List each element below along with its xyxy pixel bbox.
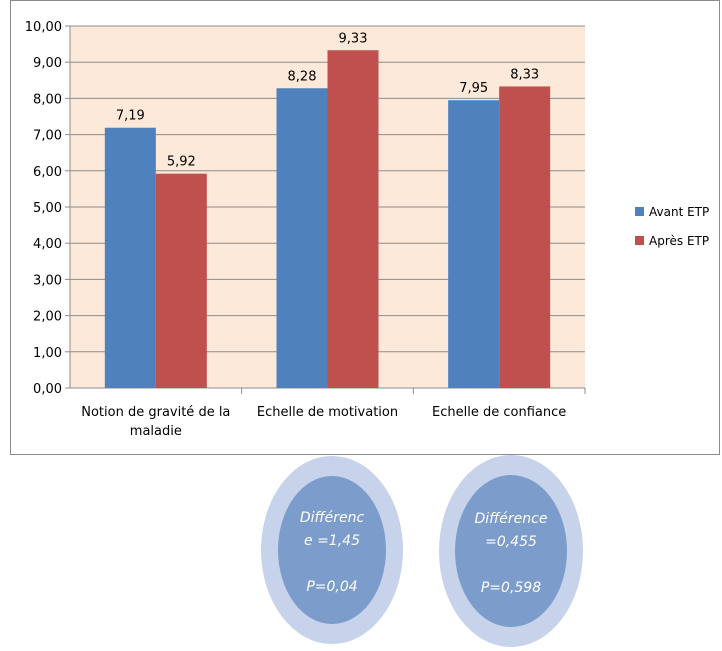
bubble-text: Différenc (300, 510, 365, 526)
y-tick-label: 7,00 (33, 129, 62, 144)
y-tick-label: 0,00 (33, 382, 62, 397)
legend-swatch (635, 236, 644, 245)
bar (499, 86, 551, 388)
data-label: 9,33 (339, 31, 368, 46)
bubble-text: =0,455 (485, 534, 537, 550)
bubble-text: P=0,04 (306, 579, 357, 595)
annotation-bubble: Différenc e =1,45 P=0,04 (261, 456, 403, 644)
data-label: 7,19 (116, 109, 145, 124)
y-tick-label: 1,00 (33, 346, 62, 361)
annotation-bubbles: Différenc e =1,45 P=0,04 Différence =0,455 P=… (261, 455, 583, 647)
data-label: 7,95 (459, 81, 488, 96)
y-tick-label: 9,00 (33, 56, 62, 71)
bubble-text: e =1,45 (304, 533, 360, 549)
category-label: Echelle de confiance (432, 405, 566, 420)
y-tick-label: 8,00 (33, 92, 62, 107)
legend-swatch (635, 207, 644, 216)
legend: Avant ETP Après ETP (635, 205, 709, 248)
category-labels: Notion de gravité de la maladie Echelle de… (81, 388, 586, 439)
y-tick-label: 3,00 (33, 273, 62, 288)
category-label: maladie (130, 424, 182, 439)
bar (448, 100, 500, 389)
category-label: Echelle de motivation (257, 405, 398, 420)
legend-label: Après ETP (649, 234, 709, 248)
y-tick-label: 6,00 (33, 165, 62, 180)
y-tick-label: 5,00 (33, 201, 62, 216)
bars: 7,19 5,92 8,28 9,33 7,95 8,33 (104, 31, 551, 389)
bar (155, 173, 207, 388)
y-tick-label: 10,00 (25, 20, 62, 35)
data-label: 8,33 (510, 67, 539, 82)
bar (276, 88, 328, 388)
data-label: 5,92 (167, 155, 196, 170)
y-tick-label: 2,00 (33, 310, 62, 325)
bar (327, 50, 379, 389)
data-label: 8,28 (288, 69, 317, 84)
category-label: Notion de gravité de la (81, 405, 230, 420)
legend-label: Avant ETP (649, 205, 709, 219)
bubble-inner (278, 476, 386, 624)
bubble-inner (455, 475, 567, 627)
y-axis: 0,00 1,00 2,00 3,00 4,00 5,00 6,00 7,00 8,00 9,00… (25, 20, 585, 397)
y-tick-label: 4,00 (33, 237, 62, 252)
bar (104, 127, 156, 389)
annotation-bubble: Différence =0,455 P=0,598 (439, 455, 583, 647)
bubble-text: Différence (475, 511, 548, 527)
bubble-text: P=0,598 (481, 580, 541, 596)
